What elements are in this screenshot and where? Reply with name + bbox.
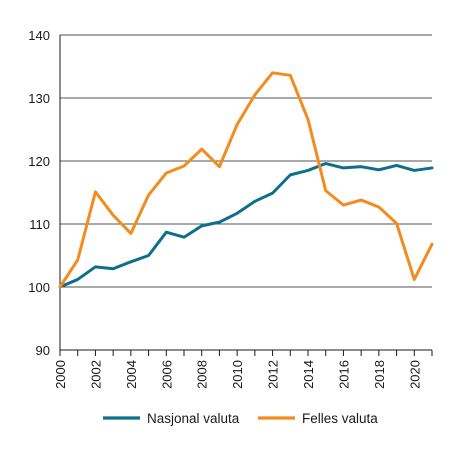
- legend-label-nasjonal: Nasjonal valuta: [147, 411, 240, 426]
- x-tick-label: 2018: [372, 360, 387, 389]
- x-tick-label: 2010: [230, 360, 245, 389]
- x-tick-label: 2012: [266, 360, 281, 389]
- legend: Nasjonal valuta Felles valuta: [103, 411, 378, 426]
- y-tick-labels: 90 100 110 120 130 140: [28, 28, 50, 358]
- grid: [60, 34, 432, 288]
- x-tick-label: 2006: [159, 360, 174, 389]
- y-tick-label: 140: [28, 28, 50, 43]
- x-tick-label: 2014: [301, 360, 316, 389]
- x-tick-label: 2000: [53, 360, 68, 389]
- series-line-felles-valuta: [58, 71, 434, 289]
- y-tick-label: 90: [36, 343, 50, 358]
- x-tick-label: 2020: [407, 360, 422, 389]
- x-tick-label: 2008: [195, 360, 210, 389]
- series-line-nasjonal-valuta: [58, 162, 434, 289]
- x-tick-label: 2016: [336, 360, 351, 389]
- x-tick-label: 2002: [88, 360, 103, 389]
- x-tick-label: 2004: [124, 360, 139, 389]
- y-tick-label: 130: [28, 91, 50, 106]
- legend-label-felles: Felles valuta: [302, 411, 378, 426]
- y-tick-label: 100: [28, 280, 50, 295]
- y-tick-label: 110: [29, 217, 50, 232]
- y-tick-label: 120: [28, 154, 50, 169]
- series: [58, 71, 434, 289]
- x-tick-labels: 2000 2002 2004 2006 2008 2010 2012 2014 2016 2018…: [53, 360, 422, 389]
- axes: [59, 35, 433, 356]
